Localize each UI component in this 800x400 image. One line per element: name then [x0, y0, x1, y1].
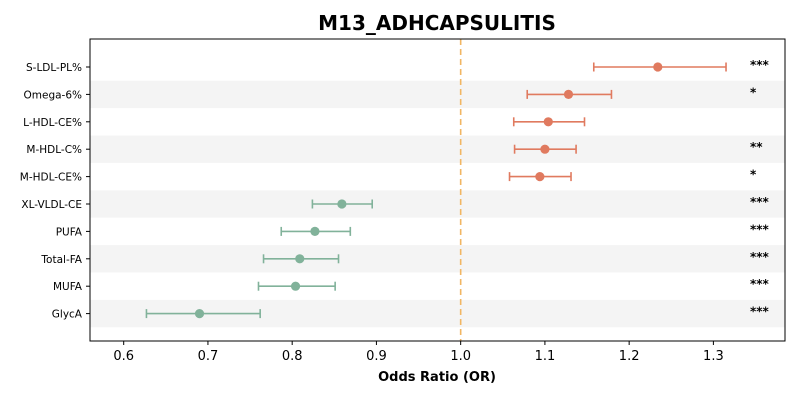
- or-point: [540, 144, 550, 154]
- y-tick-label: Total-FA: [40, 254, 82, 266]
- x-tick-label: 1.0: [450, 349, 471, 364]
- significance-label: **: [750, 140, 763, 154]
- significance-label: ***: [750, 195, 770, 209]
- significance-label: ***: [750, 58, 770, 72]
- x-tick-label: 1.2: [619, 349, 640, 364]
- x-tick-label: 1.3: [703, 349, 724, 364]
- or-point: [543, 117, 553, 127]
- y-tick-label: M-HDL-CE%: [20, 172, 82, 184]
- plot-frame: [89, 38, 786, 342]
- y-tick-label: XL-VLDL-CE: [21, 199, 82, 211]
- significance-label: ***: [750, 277, 770, 291]
- x-tick-label: 0.9: [366, 349, 387, 364]
- row-bands: [90, 80, 785, 328]
- or-point: [290, 281, 301, 291]
- y-tick-label: PUFA: [56, 226, 83, 238]
- or-point: [653, 62, 663, 72]
- significance-label: ***: [750, 222, 770, 236]
- x-tick-label: 0.7: [198, 349, 219, 364]
- or-point: [535, 172, 545, 182]
- or-point: [337, 199, 347, 209]
- x-axis-label: Odds Ratio (OR): [378, 370, 496, 385]
- x-axis: 0.6 0.7 0.8 0.9 1.0 1.1 1.2 1.3: [113, 341, 724, 364]
- plot-marks: [145, 62, 727, 319]
- row-band: [90, 245, 785, 273]
- chart-title: M13_ADHCAPSULITIS: [318, 11, 556, 35]
- x-tick-label: 0.6: [113, 349, 134, 364]
- or-point: [563, 89, 574, 99]
- or-point: [295, 254, 305, 264]
- y-axis: S-LDL-PL% Omega-6% L-HDL-CE% M-HDL-C% M-HDL-…: [20, 62, 90, 321]
- y-tick-label: MUFA: [53, 281, 83, 293]
- or-point: [310, 226, 320, 236]
- x-tick-label: 0.8: [282, 349, 303, 364]
- y-tick-label: Omega-6%: [24, 89, 83, 101]
- row-band: [90, 135, 785, 163]
- x-tick-label: 1.1: [535, 349, 556, 364]
- row-band: [90, 80, 785, 109]
- y-tick-label: S-LDL-PL%: [26, 62, 82, 74]
- or-point: [194, 309, 205, 319]
- row-band: [90, 190, 785, 218]
- significance-label: ***: [750, 250, 770, 264]
- significance-label: *: [750, 168, 757, 182]
- significance-labels: **********************: [750, 58, 770, 319]
- y-tick-label: GlycA: [52, 309, 83, 321]
- significance-label: ***: [750, 305, 770, 319]
- y-tick-label: L-HDL-CE%: [23, 117, 82, 129]
- y-tick-label: M-HDL-C%: [26, 144, 82, 156]
- significance-label: *: [750, 85, 757, 99]
